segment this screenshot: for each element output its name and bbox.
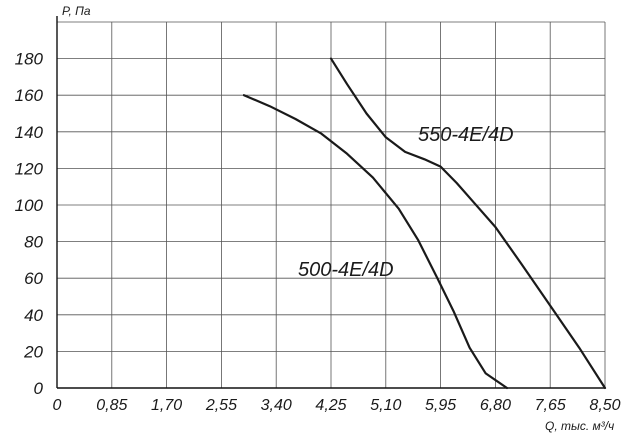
x-tick-labels: 0 0,85 1,70 2,55 3,40 4,25 5,10 5,95 6,80 7,65 8,5… [53, 397, 621, 414]
y-tick-labels: 0 20 40 60 80 100 120 140 160 180 [15, 50, 44, 398]
y-tick-label: 140 [15, 123, 44, 142]
y-tick-label: 180 [15, 50, 44, 69]
y-tick-label: 20 [23, 342, 43, 361]
grid-lines [56, 21, 606, 389]
y-tick-label: 0 [34, 379, 44, 398]
x-tick-label: 8,50 [589, 397, 620, 414]
series-label-500-4e-4d: 500-4E/4D [298, 259, 394, 281]
x-tick-label: 7,65 [535, 397, 566, 414]
y-tick-label: 60 [24, 269, 43, 288]
y-tick-label: 80 [24, 233, 43, 252]
x-tick-label: 2,55 [205, 397, 237, 414]
x-tick-label: 0 [53, 397, 62, 414]
x-tick-label: 5,10 [370, 397, 401, 414]
series-line-500-4e-4d [242, 94, 509, 390]
x-tick-label: 0,85 [96, 397, 127, 414]
y-tick-label: 160 [15, 86, 44, 105]
y-tick-label: 120 [15, 159, 44, 178]
series-label-550-4e-4d: 550-4E/4D [418, 124, 514, 146]
x-tick-label: 5,95 [425, 397, 456, 414]
x-tick-label: 3,40 [261, 397, 292, 414]
performance-curves [242, 57, 607, 390]
y-tick-label: 40 [24, 306, 43, 325]
x-axis-label: Q, тыс. м³/ч [545, 419, 614, 433]
y-tick-label: 100 [15, 196, 44, 215]
axes [56, 16, 605, 389]
x-tick-label: 1,70 [151, 397, 182, 414]
series-line-550-4e-4d [329, 57, 607, 390]
y-axis-label: P, Па [62, 4, 91, 18]
x-tick-label: 4,25 [315, 397, 346, 414]
x-tick-label: 6,80 [480, 397, 511, 414]
